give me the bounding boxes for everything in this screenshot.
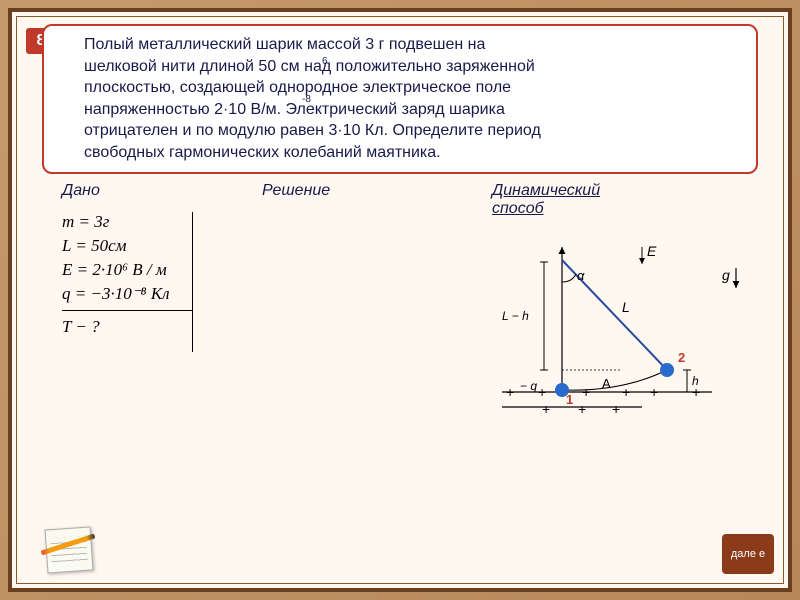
a-label: А — [602, 376, 611, 391]
problem-line-2: шелковой нити длиной 50 см над положител… — [84, 58, 535, 75]
svg-text:+: + — [622, 384, 630, 400]
given-length: L = 50см — [62, 236, 192, 256]
dyn-line-1: Динамический — [492, 182, 600, 199]
given-separator — [62, 310, 192, 311]
svg-text:+: + — [582, 384, 590, 400]
svg-text:+: + — [612, 401, 620, 417]
diagram-svg: α L − h L E g 1 2 h А — [492, 242, 752, 442]
problem-line-6: свободных гармонических колебаний маятни… — [84, 144, 441, 161]
given-field: E = 2·10⁶ В / м — [62, 260, 192, 280]
svg-text:+: + — [542, 401, 550, 417]
exponent-minus-8: -8 — [302, 94, 311, 105]
header-dynamic: Динамический способ — [492, 182, 600, 218]
point-1-label: 1 — [566, 392, 573, 407]
svg-text:+: + — [650, 384, 658, 400]
notebook-decoration — [32, 524, 102, 574]
l-label: L — [622, 299, 630, 315]
alpha-label: α — [577, 268, 585, 283]
point-2-label: 2 — [678, 350, 685, 365]
given-mass: m = 3г — [62, 212, 192, 232]
next-button-label: дале е — [731, 548, 765, 560]
given-charge: q = −3·10⁻⁸ Кл — [62, 284, 192, 304]
e-label: E — [647, 243, 657, 259]
svg-text:+: + — [578, 401, 586, 417]
svg-text:+: + — [506, 384, 514, 400]
svg-text:+: + — [692, 384, 700, 400]
problem-statement-box: Полый металлический шарик массой 3 г под… — [42, 24, 758, 174]
svg-text:+: + — [538, 384, 546, 400]
next-button[interactable]: дале е — [722, 534, 774, 574]
outer-frame: 8 Полый металлический шарик массой 3 г п… — [8, 8, 792, 592]
minus-q-label: − q — [520, 379, 537, 393]
problem-line-4: напряженностью 2·10 В/м. Электрический з… — [84, 101, 505, 118]
header-resh: Решение — [262, 182, 492, 218]
dyn-line-2: способ — [492, 200, 544, 217]
problem-line-3: плоскостью, создающей однородное электри… — [84, 79, 511, 96]
problem-line-1: Полый металлический шарик массой 3 г под… — [84, 36, 485, 53]
given-block: m = 3г L = 50см E = 2·10⁶ В / м q = −3·1… — [62, 212, 192, 341]
problem-line-5: отрицателен и по модулю равен 3·10 Кл. О… — [84, 122, 541, 139]
l-minus-h-label: L − h — [502, 309, 529, 323]
exponent-6: 6 — [322, 56, 328, 67]
pendulum-diagram: α L − h L E g 1 2 h А — [492, 242, 752, 442]
given-find: T − ? — [62, 317, 192, 337]
given-vertical-line — [192, 212, 193, 352]
g-label: g — [722, 267, 730, 283]
